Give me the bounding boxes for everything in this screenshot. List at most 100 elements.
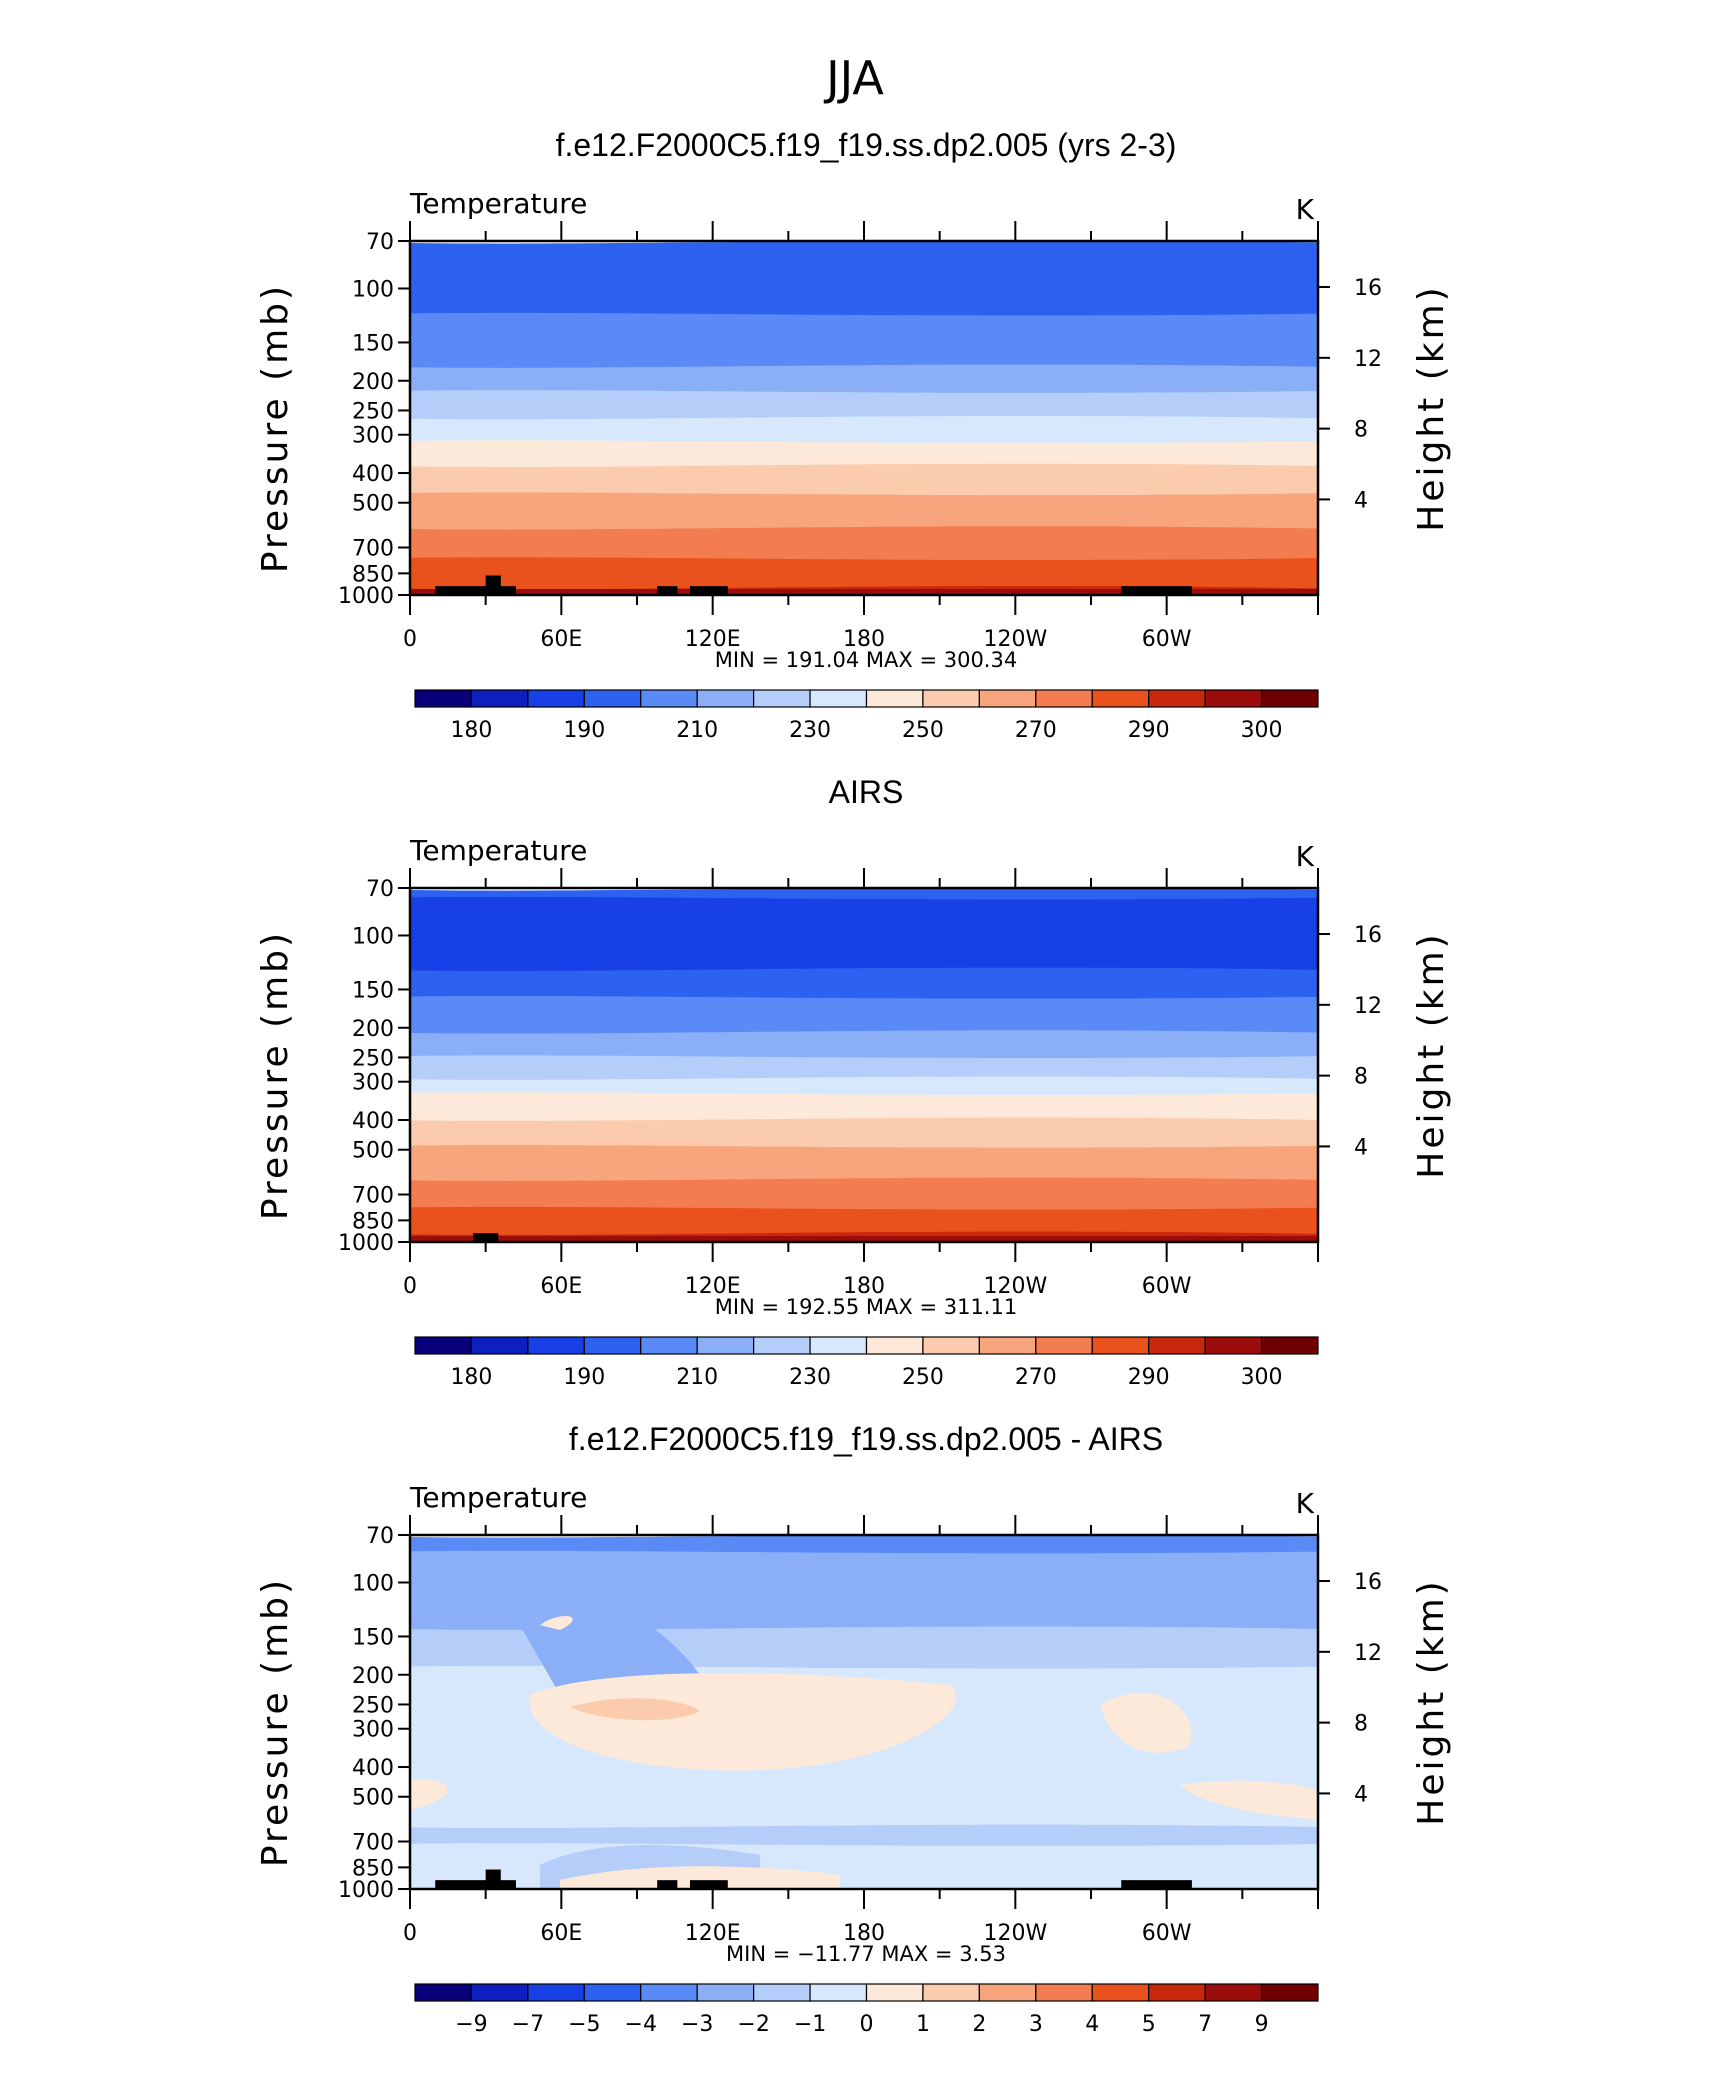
terrain: [689, 1880, 728, 1889]
x-tick-label: 180: [843, 627, 885, 652]
x-tick-label: 60E: [540, 1274, 582, 1299]
colorbar-box: [809, 1983, 868, 2002]
right-tick-label: 16: [1354, 1570, 1382, 1595]
colorbar-box: [414, 689, 473, 708]
minmax-label: MIN = 192.55 MAX = 311.11: [715, 1295, 1017, 1319]
y-tick-label: 300: [352, 424, 394, 449]
x-tick-label: 120E: [685, 1921, 741, 1946]
x-tick-label: 60W: [1142, 1921, 1192, 1946]
y-tick-label: 250: [352, 1046, 394, 1071]
units-label: K: [1296, 193, 1315, 226]
colorbar-box: [527, 1983, 585, 2002]
terrain: [435, 586, 491, 595]
colorbar-label: −9: [455, 2012, 487, 2037]
terrain: [657, 1880, 678, 1889]
colorbar-label: 290: [1128, 1365, 1170, 1390]
colorbar-box: [640, 1983, 698, 2002]
colorbar-box: [1148, 689, 1206, 708]
colorbar-box: [640, 689, 698, 708]
colorbar-box: [527, 689, 585, 708]
y-tick-label: 700: [352, 1184, 394, 1209]
figure-title: JJA: [823, 51, 884, 105]
left-string: Temperature: [409, 187, 587, 220]
colorbar-label: 1: [916, 2012, 930, 2037]
y-axis-label: Pressure (mb): [255, 930, 296, 1220]
x-tick-label: 120E: [685, 1274, 741, 1299]
y-tick-label: 70: [366, 1524, 394, 1549]
y-tick-label: 100: [352, 1571, 394, 1596]
terrain: [435, 1880, 491, 1889]
colorbar-box: [1035, 1983, 1093, 2002]
colorbar-label: 250: [902, 1365, 944, 1390]
x-tick-label: 60W: [1142, 1274, 1192, 1299]
right-tick-label: 8: [1354, 1712, 1368, 1737]
right-tick-label: 16: [1354, 923, 1382, 948]
y-tick-label: 500: [352, 1139, 394, 1164]
colorbar-box: [865, 1983, 924, 2002]
plot-area: [410, 1535, 1318, 1889]
y-tick-label: 1000: [338, 584, 394, 609]
colorbar-label: 190: [563, 718, 605, 743]
y-tick-label: 200: [352, 1017, 394, 1042]
colorbar-box: [978, 689, 1037, 708]
colorbar-box: [470, 1336, 529, 1355]
terrain: [473, 1233, 499, 1242]
colorbar-label: 4: [1085, 2012, 1099, 2037]
colorbar-box: [1204, 1336, 1263, 1355]
terrain: [498, 586, 516, 595]
y-tick-label: 200: [352, 1664, 394, 1689]
colorbar-label: −5: [568, 2012, 600, 2037]
colorbar-box: [865, 689, 924, 708]
contour-blob: [1100, 1692, 1192, 1753]
colorbar-box: [414, 1983, 473, 2002]
colorbar-box: [1035, 689, 1093, 708]
y2-axis-label: Height (km): [1411, 1578, 1452, 1825]
colorbar-label: −2: [737, 2012, 769, 2037]
right-tick-label: 4: [1354, 1135, 1368, 1160]
colorbar-box: [1091, 1983, 1150, 2002]
colorbar-box: [753, 689, 811, 708]
colorbar-box: [1148, 1336, 1206, 1355]
units-label: K: [1296, 1487, 1315, 1520]
terrain: [689, 586, 728, 595]
colorbar-label: 2: [972, 2012, 986, 2037]
contour-blob: [410, 1779, 448, 1810]
x-tick-label: 120W: [983, 1921, 1047, 1946]
x-tick-label: 180: [843, 1274, 885, 1299]
colorbar-box: [1204, 1983, 1263, 2002]
terrain: [1121, 1880, 1192, 1889]
right-tick-label: 16: [1354, 276, 1382, 301]
plot-area: [410, 888, 1318, 1242]
minmax-label: MIN = 191.04 MAX = 300.34: [715, 648, 1017, 672]
surface-band: [410, 1236, 1318, 1242]
contour-band: [410, 557, 1318, 595]
colorbar-box: [922, 1336, 980, 1355]
y-tick-label: 850: [352, 1209, 394, 1234]
panel-1: f.e12.F2000C5.f19_f19.ss.dp2.005 (yrs 2-…: [255, 127, 1452, 743]
y-tick-label: 300: [352, 1718, 394, 1743]
colorbar-box: [922, 689, 980, 708]
colorbar-box: [1260, 1336, 1319, 1355]
contour-blob: [570, 1698, 700, 1721]
x-tick-label: 120E: [685, 627, 741, 652]
colorbar-box: [1204, 689, 1263, 708]
panel-3: f.e12.F2000C5.f19_f19.ss.dp2.005 - AIRS T…: [255, 1421, 1452, 2037]
right-tick-label: 4: [1354, 1782, 1368, 1807]
minmax-label: MIN = −11.77 MAX = 3.53: [726, 1942, 1006, 1966]
colorbar-label: 180: [450, 718, 492, 743]
contour-band: [410, 896, 1318, 989]
y-tick-label: 400: [352, 1756, 394, 1781]
colorbar-label: 3: [1029, 2012, 1043, 2037]
x-tick-label: 60E: [540, 627, 582, 652]
x-tick-label: 0: [403, 627, 417, 652]
x-tick-label: 60W: [1142, 627, 1192, 652]
colorbar-label: 270: [1015, 1365, 1057, 1390]
colorbar-box: [1091, 1336, 1150, 1355]
colorbar-box: [753, 1336, 811, 1355]
colorbar-label: 300: [1241, 718, 1283, 743]
colorbar-box: [696, 689, 755, 708]
left-string: Temperature: [409, 834, 587, 867]
y-tick-label: 250: [352, 1693, 394, 1718]
colorbar-box: [470, 1983, 529, 2002]
